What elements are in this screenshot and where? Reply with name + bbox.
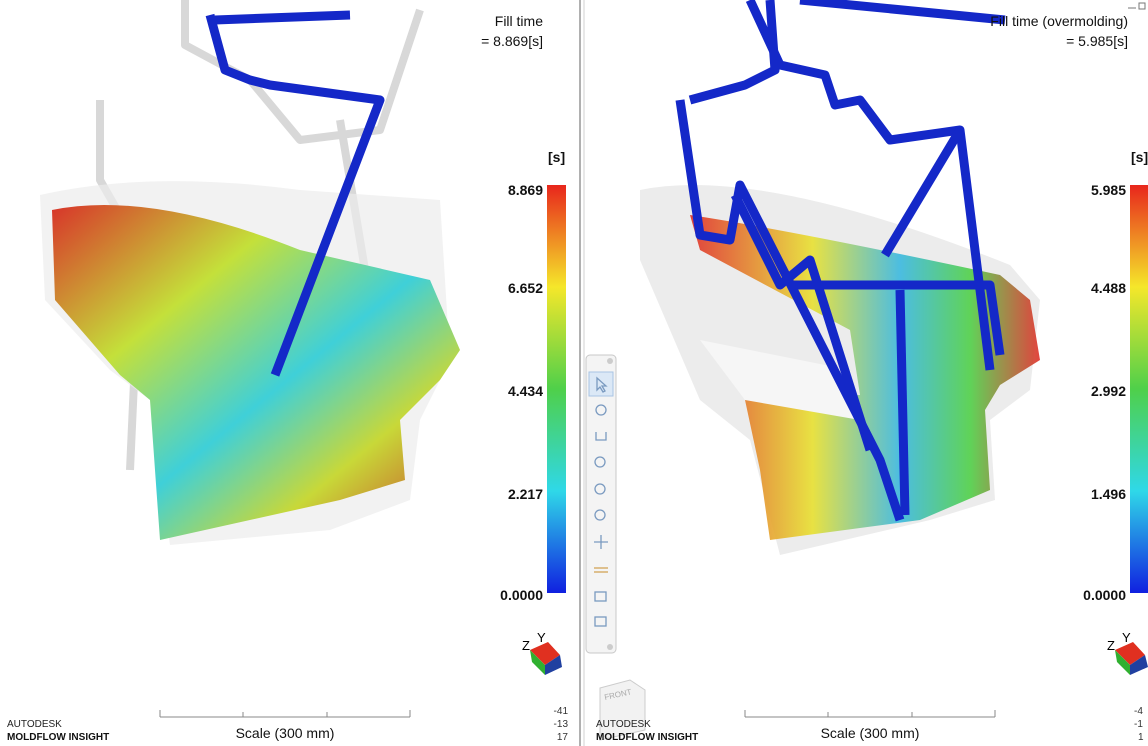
zoom-out-tool[interactable]	[594, 509, 606, 521]
coord: -41	[554, 706, 569, 717]
runner	[205, 13, 385, 377]
rotate-tool[interactable]	[595, 404, 607, 416]
axis-label: Z	[1107, 638, 1115, 653]
coord: 1	[1138, 732, 1144, 743]
legend-tick: 2.217	[508, 486, 543, 502]
scale-label: Scale (300 mm)	[821, 725, 920, 741]
select-tool[interactable]	[588, 371, 614, 397]
legend-unit: [s]	[1131, 149, 1148, 165]
right-panel: Fill time (overmolding) = 5.985[s] [s] 5…	[596, 0, 1148, 743]
result-value: = 5.985[s]	[1066, 33, 1128, 49]
part-fill	[52, 205, 460, 540]
toolbar	[585, 354, 617, 654]
legend-tick: 0.0000	[1083, 587, 1126, 603]
runner	[675, 0, 1006, 522]
view-tool[interactable]	[594, 591, 607, 602]
pan-tool[interactable]	[595, 432, 607, 441]
view-tool-2[interactable]	[594, 616, 607, 627]
color-bar	[547, 185, 566, 593]
coord: -4	[1134, 706, 1143, 717]
brand: AUTODESK	[596, 719, 651, 730]
window-controls[interactable]	[1128, 2, 1146, 10]
brand: AUTODESK	[7, 719, 62, 730]
product: MOLDFLOW INSIGHT	[596, 732, 698, 743]
result-title: Fill time (overmolding)	[990, 13, 1128, 29]
view-cube[interactable]: FRONT	[599, 679, 646, 741]
coord: -1	[1134, 719, 1143, 730]
scale-bar	[744, 710, 996, 718]
axis-label: Y	[537, 630, 546, 645]
result-title: Fill time	[495, 13, 543, 29]
axis-triad: Z Y	[1107, 630, 1148, 675]
part-gap	[700, 340, 860, 420]
zoom-in-tool[interactable]	[594, 483, 606, 495]
scale-bar	[159, 710, 411, 718]
legend-tick: 4.488	[1091, 280, 1126, 296]
legend-tick: 6.652	[508, 280, 543, 296]
legend-tick: 1.496	[1091, 486, 1126, 502]
result-value: = 8.869[s]	[481, 33, 543, 49]
legend-tick: 8.869	[508, 182, 543, 198]
color-bar	[1130, 185, 1148, 593]
part-fill	[690, 215, 1040, 540]
scale-label: Scale (300 mm)	[236, 725, 335, 741]
legend-tick: 4.434	[508, 383, 543, 399]
coord: -13	[554, 719, 569, 730]
legend-tick: 5.985	[1091, 182, 1126, 198]
left-panel: Fill time = 8.869[s] [s] 8.869 6.652 4.4…	[7, 0, 568, 743]
center-tool[interactable]	[594, 535, 608, 549]
select-icon[interactable]	[596, 376, 608, 393]
axis-label: Y	[1122, 630, 1131, 645]
runner	[214, 10, 351, 25]
legend-unit: [s]	[548, 149, 565, 165]
zoom-tool[interactable]	[594, 456, 606, 468]
axis-label: Z	[522, 638, 530, 653]
measure-tool[interactable]	[594, 567, 608, 573]
coord: 17	[557, 732, 569, 743]
axis-triad: Z Y	[522, 630, 562, 675]
legend-tick: 2.992	[1091, 383, 1126, 399]
legend-tick: 0.0000	[500, 587, 543, 603]
product: MOLDFLOW INSIGHT	[7, 732, 109, 743]
